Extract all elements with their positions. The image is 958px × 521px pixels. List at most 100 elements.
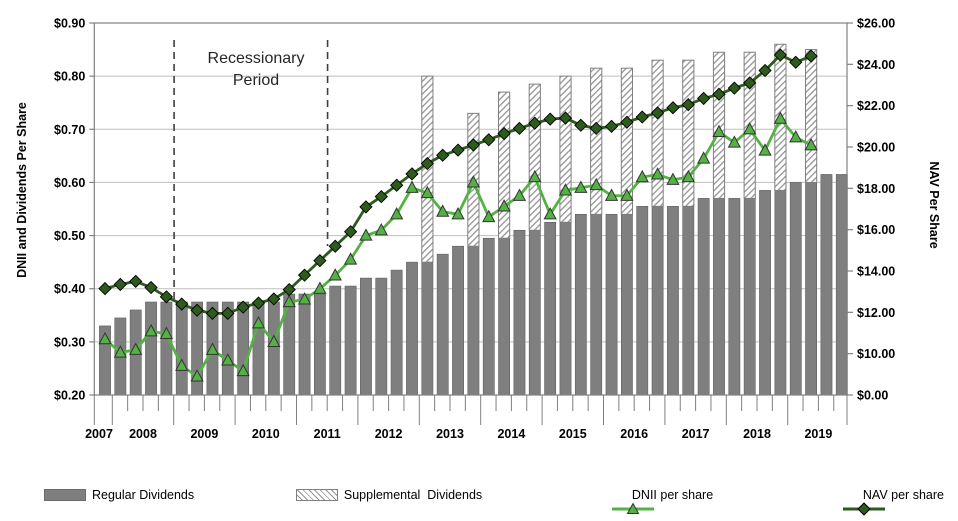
dnii-marker-triangle bbox=[420, 185, 434, 199]
nav-marker-diamond bbox=[650, 106, 665, 120]
legend-label-dnii: DNII per share bbox=[631, 488, 714, 502]
x-axis-year-label: 2009 bbox=[190, 427, 218, 441]
regular-dividend-bar bbox=[820, 174, 833, 396]
dnii-marker-triangle bbox=[635, 169, 649, 183]
regular-dividend-bar bbox=[682, 206, 695, 396]
regular-dividend-bar bbox=[344, 285, 357, 396]
dnii-marker-triangle bbox=[251, 316, 266, 329]
regular-dividend-bar bbox=[528, 229, 541, 396]
nav-marker-diamond bbox=[221, 306, 235, 321]
regular-dividend-bar bbox=[667, 206, 679, 396]
nav-marker-diamond bbox=[604, 119, 619, 133]
regular-dividend-bar bbox=[267, 301, 280, 396]
nav-marker-diamond bbox=[328, 239, 342, 253]
x-axis-year-label: 2016 bbox=[620, 427, 648, 441]
dnii-marker-triangle bbox=[666, 172, 680, 185]
regular-dividend-bar bbox=[145, 301, 157, 396]
left-axis-tick-label: $0.50 bbox=[54, 229, 85, 243]
regular-dividend-bar bbox=[513, 229, 526, 396]
nav-marker-diamond bbox=[697, 91, 711, 106]
supplemental-dividend-bar bbox=[651, 59, 664, 207]
supplemental-dividend-bar bbox=[528, 83, 541, 231]
x-axis-year-label: 2019 bbox=[804, 427, 832, 441]
plot-area: $0.90 $0.80 $0.70 $0.60 $0.50 $0.40 $0.30 $0.20… bbox=[54, 17, 895, 442]
regular-dividend-bar bbox=[421, 261, 434, 396]
legend-label-supplemental: Supplemental Dividends bbox=[343, 488, 483, 502]
dnii-marker-triangle bbox=[374, 223, 388, 236]
dnii-marker-triangle bbox=[297, 292, 312, 305]
nav-marker-diamond bbox=[512, 121, 527, 136]
dnii-marker-triangle bbox=[604, 188, 619, 201]
dnii-marker-triangle bbox=[620, 188, 634, 201]
regular-dividend-bar bbox=[713, 198, 725, 396]
nav-marker-diamond bbox=[789, 55, 803, 69]
nav-marker-diamond bbox=[743, 76, 757, 90]
right-axis-tick-label: $14.00 bbox=[857, 265, 895, 279]
supplemental-dividend-bar bbox=[498, 91, 511, 239]
right-axis-tick-label: $0.00 bbox=[857, 389, 888, 403]
regular-dividend-bar bbox=[651, 206, 664, 396]
nav-marker-diamond bbox=[267, 292, 281, 306]
nav-marker-diamond bbox=[497, 126, 511, 141]
legend-label-nav: NAV per share bbox=[862, 488, 944, 502]
dnii-marker-triangle bbox=[727, 135, 741, 148]
regular-dividend-bar bbox=[436, 253, 449, 396]
x-axis-year-label: 2012 bbox=[375, 427, 403, 441]
nav-marker-diamond bbox=[589, 121, 603, 136]
nav-marker-diamond bbox=[405, 167, 419, 181]
nav-marker-diamond bbox=[681, 97, 695, 112]
regular-dividend-bar bbox=[620, 214, 633, 396]
regular-dividend-bar bbox=[482, 237, 495, 396]
left-axis-tick-label: $0.90 bbox=[54, 17, 85, 31]
regular-dividend-bar bbox=[728, 198, 741, 396]
nav-marker-diamond bbox=[558, 111, 573, 125]
nav-marker-diamond bbox=[144, 280, 158, 295]
regular-dividend-bar bbox=[467, 245, 480, 396]
regular-dividend-bar bbox=[175, 301, 188, 396]
right-axis-tick-label: $10.00 bbox=[857, 347, 895, 361]
regular-dividend-bar bbox=[605, 214, 618, 396]
supplemental-dividend-bar bbox=[620, 67, 633, 215]
regular-dividend-bar bbox=[636, 206, 649, 396]
legend: Regular Dividends Supplemental Dividends… bbox=[44, 480, 944, 516]
x-axis-year-label: 2018 bbox=[743, 427, 771, 441]
regular-dividend-bar bbox=[574, 214, 587, 396]
nav-marker-diamond bbox=[374, 189, 388, 204]
nav-marker-diamond bbox=[113, 277, 127, 292]
dnii-marker-triangle bbox=[650, 167, 665, 180]
dnii-marker-triangle bbox=[743, 122, 757, 135]
x-axis-year-label: 2007 bbox=[85, 427, 113, 441]
dnii-marker-triangle bbox=[482, 209, 496, 223]
regular-dividend-bar bbox=[835, 174, 848, 396]
regular-dividend-bar bbox=[329, 285, 342, 396]
right-axis-tick-label: $16.00 bbox=[857, 223, 895, 237]
dnii-marker-triangle bbox=[328, 268, 342, 281]
nav-marker-diamond bbox=[543, 112, 557, 126]
nav-marker-diamond bbox=[205, 306, 220, 321]
dnii-marker-triangle bbox=[712, 124, 726, 138]
dnii-marker-triangle bbox=[574, 180, 588, 193]
nav-marker-diamond bbox=[758, 63, 772, 78]
dnii-marker-triangle bbox=[789, 130, 803, 143]
right-axis-tick-label: $20.00 bbox=[857, 141, 895, 155]
dnii-marker-triangle bbox=[681, 169, 695, 183]
dnii-marker-triangle bbox=[129, 342, 143, 355]
nav-marker-diamond bbox=[712, 87, 726, 101]
nav-marker-diamond bbox=[251, 296, 266, 310]
nav-marker-diamond bbox=[635, 110, 649, 124]
dnii-marker-triangle bbox=[267, 334, 281, 347]
regular-dividend-bar bbox=[544, 221, 557, 396]
nav-marker-diamond bbox=[313, 254, 327, 268]
nav-marker-diamond bbox=[574, 118, 588, 132]
supplemental-dividends-swatch-icon bbox=[295, 489, 338, 501]
dnii-marker-triangle bbox=[804, 137, 818, 151]
dnii-marker-triangle bbox=[313, 281, 327, 294]
dnii-marker-triangle bbox=[512, 188, 527, 201]
regular-dividend-bar bbox=[559, 221, 572, 396]
nav-marker-diamond bbox=[451, 143, 465, 157]
regular-dividend-bar bbox=[759, 190, 771, 396]
left-axis-tick-label: $0.80 bbox=[54, 70, 85, 84]
dnii-marker-triangle bbox=[98, 331, 112, 345]
x-axis-year-label: 2017 bbox=[682, 427, 710, 441]
